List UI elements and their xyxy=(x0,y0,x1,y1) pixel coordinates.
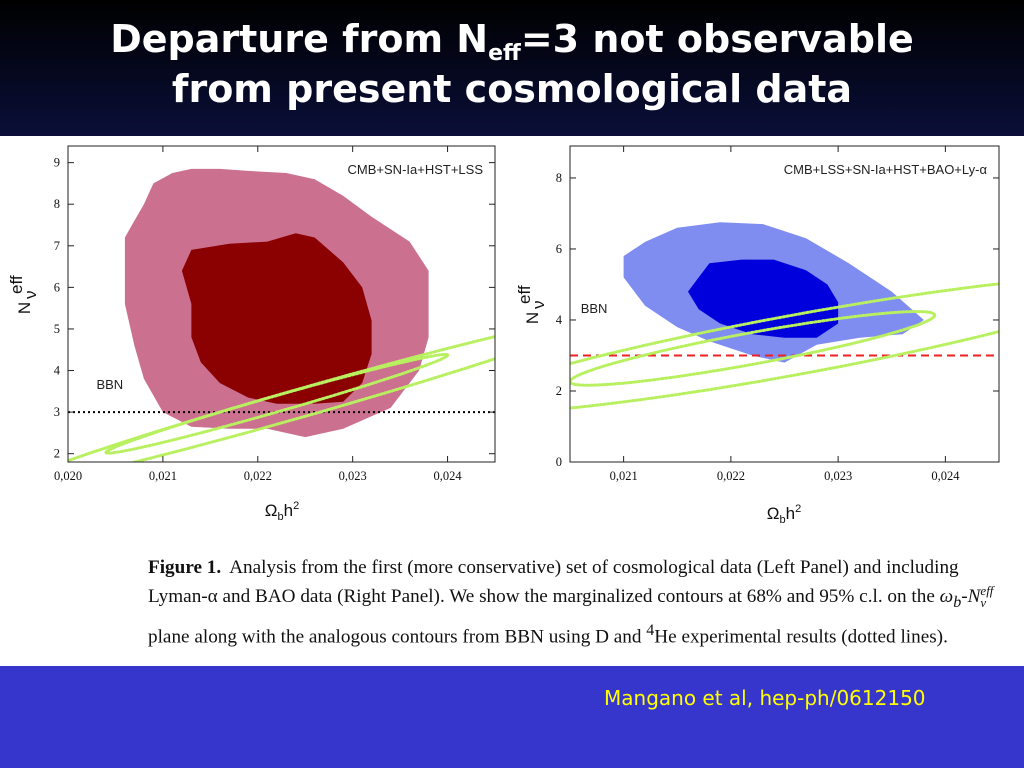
figure-panel: 0,020 0,021 0,022 0,023 0,024 2 3 4 5 6 7 8 9 CMB+SN-… xyxy=(0,136,1024,666)
figure-label: Figure 1. xyxy=(148,557,222,578)
plot-area xyxy=(68,168,495,462)
y-tick-label: 0 xyxy=(556,455,562,469)
x-tick-label: 0,022 xyxy=(244,469,272,483)
omega-subscript: b xyxy=(953,593,962,611)
dataset-legend: CMB+LSS+SN-Ia+HST+BAO+Ly-α xyxy=(784,162,988,177)
y-axis-label-sup: eff xyxy=(515,285,534,304)
y-tick-label: 4 xyxy=(54,364,61,378)
y-axis-label-sub: ν xyxy=(529,301,548,310)
left-contour-chart: 0,020 0,021 0,022 0,023 0,024 2 3 4 5 6 7 8 9 CMB+SN-… xyxy=(7,145,496,523)
bbn-contour-95 xyxy=(68,335,495,462)
contour-68-region xyxy=(688,259,839,338)
y-axis-label-sub: ν xyxy=(21,291,40,300)
y-axis-label-main: N xyxy=(523,312,542,324)
y-tick-label: 5 xyxy=(54,322,60,336)
x-tick-label: 0,021 xyxy=(149,469,177,483)
x-axis-label-main: Ω xyxy=(767,504,780,523)
caption-text-a: Analysis from the first (more conservati… xyxy=(148,557,959,607)
x-axis-label: Ωbh2 xyxy=(265,500,299,523)
title-subscript: eff xyxy=(488,41,521,66)
helium-superscript: 4 xyxy=(646,621,655,639)
title-text-a: Departure from N xyxy=(110,17,489,61)
title-text-b: =3 not observable xyxy=(520,17,914,61)
y-tick-label: 8 xyxy=(556,171,562,185)
x-axis-label: Ωbh2 xyxy=(767,503,801,526)
x-axis-label-tail: h xyxy=(786,504,795,523)
n-symbol: N xyxy=(967,585,981,607)
x-axis-label-sup: 2 xyxy=(293,500,299,512)
footer-band xyxy=(0,666,1024,768)
n-superscript: eff xyxy=(980,583,994,599)
x-tick-label: 0,024 xyxy=(931,469,960,483)
y-tick-label: 7 xyxy=(54,239,60,253)
bbn-contour-95 xyxy=(570,282,999,410)
y-tick-label: 4 xyxy=(556,313,563,327)
omega-symbol: ω xyxy=(939,585,954,607)
y-tick-label: 2 xyxy=(556,384,562,398)
bbn-label: BBN xyxy=(581,301,608,316)
y-tick-label: 6 xyxy=(54,280,60,294)
caption-text-b: plane along with the analogous contours … xyxy=(148,626,647,648)
figure-caption: Figure 1. Analysis from the first (more c… xyxy=(148,554,1020,652)
x-tick-label: 0,021 xyxy=(610,469,638,483)
plot-frame xyxy=(67,145,496,463)
bbn-contour-68 xyxy=(570,309,937,387)
title-line-2: from present cosmological data xyxy=(171,67,853,111)
bbn-label: BBN xyxy=(96,377,123,392)
y-axis-label-main: N xyxy=(15,302,34,314)
x-tick-label: 0,022 xyxy=(717,469,745,483)
x-tick-label: 0,023 xyxy=(824,469,852,483)
x-axis-label-sub: b xyxy=(780,514,786,526)
x-tick-label: 0,023 xyxy=(339,469,367,483)
caption-dash: - xyxy=(961,585,968,607)
n-subscript: ν xyxy=(980,595,987,611)
citation-credit: Mangano et al, hep-ph/0612150 xyxy=(604,686,926,710)
x-tick-label: 0,024 xyxy=(433,469,462,483)
plot-frame xyxy=(569,145,1000,463)
title-line-1: Departure from Neff=3 not observable xyxy=(0,14,1024,66)
dataset-legend: CMB+SN-Ia+HST+LSS xyxy=(348,162,484,177)
x-axis-label-main: Ω xyxy=(265,501,278,520)
plot-area xyxy=(570,222,999,410)
y-tick-label: 8 xyxy=(54,197,60,211)
x-axis-label-tail: h xyxy=(284,501,293,520)
y-tick-label: 3 xyxy=(54,405,60,419)
bbn-contour-68 xyxy=(104,352,450,455)
x-tick-label: 0,020 xyxy=(54,469,82,483)
x-axis-label-sub: b xyxy=(278,511,284,523)
y-tick-label: 2 xyxy=(54,447,60,461)
x-axis-label-sup: 2 xyxy=(795,503,801,515)
y-tick-label: 6 xyxy=(556,242,562,256)
caption-text-c: He experimental results (dotted lines). xyxy=(654,626,948,648)
right-contour-chart: 0,021 0,022 0,023 0,024 0 2 4 6 8 CMB+LSS+SN-Ia+H… xyxy=(515,145,1000,526)
contour-68-region xyxy=(181,233,372,404)
y-axis-label-sup: eff xyxy=(7,275,26,294)
slide-title: Departure from Neff=3 not observable fro… xyxy=(0,14,1024,114)
y-tick-label: 9 xyxy=(54,156,60,170)
